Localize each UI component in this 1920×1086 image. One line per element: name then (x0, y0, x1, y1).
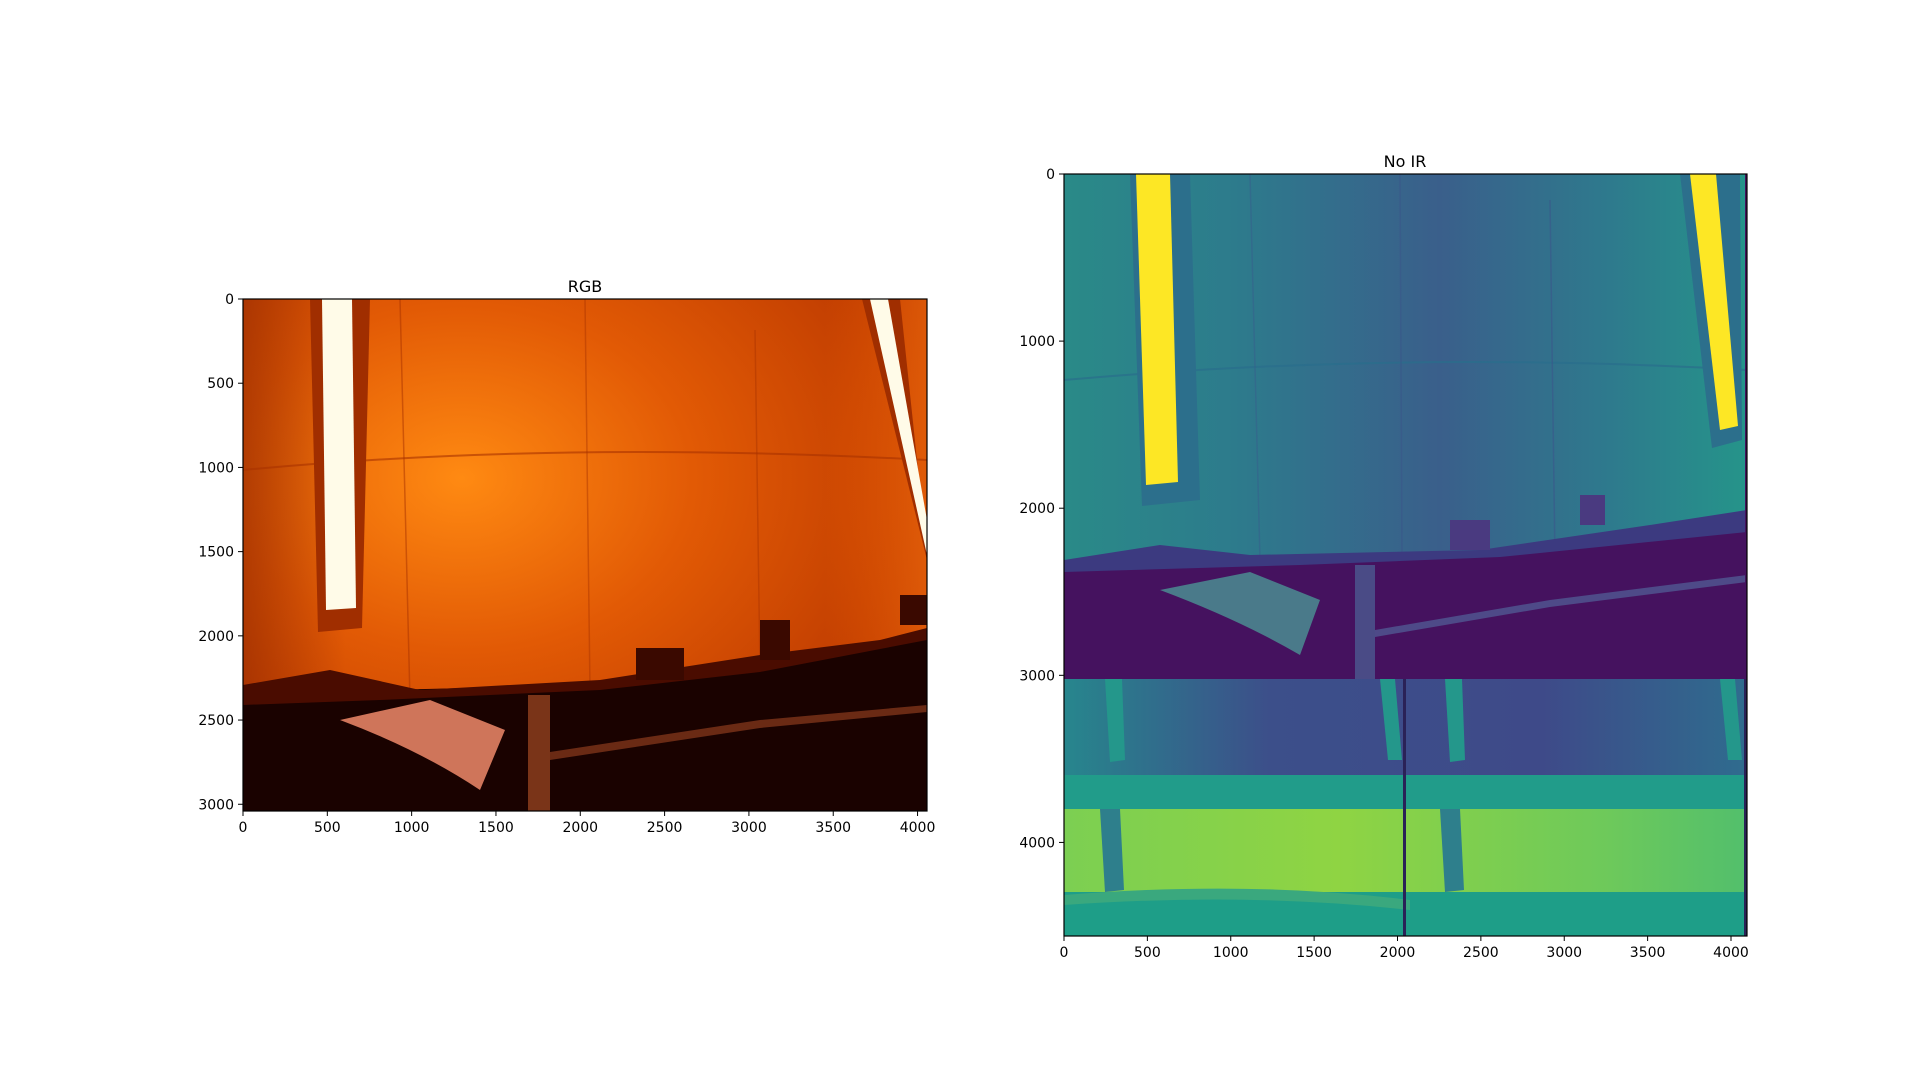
noir-y-tick-label: 3000 (1019, 668, 1055, 684)
noir-axes-frame (1063, 173, 1748, 937)
noir-panel: No IR (1019, 152, 1748, 961)
noir-y-tick-label: 2000 (1019, 501, 1055, 517)
noir-y-tick-label: 1000 (1019, 334, 1055, 350)
noir-x-tick-label: 4000 (1713, 945, 1749, 961)
rgb-y-tick-label: 1500 (198, 545, 234, 561)
noir-x-tick-label: 2000 (1380, 945, 1416, 961)
rgb-x-tick-label: 0 (239, 820, 248, 836)
noir-x-tick-label: 2500 (1463, 945, 1499, 961)
noir-x-axis: 0 500 1000 1500 2000 2500 3000 3500 4000 (1060, 936, 1749, 961)
rgb-image (243, 299, 927, 811)
noir-x-tick-label: 1500 (1296, 945, 1332, 961)
rgb-y-tick-label: 1000 (198, 460, 234, 476)
rgb-x-tick-label: 1500 (478, 820, 514, 836)
rgb-axes-frame (242, 298, 928, 812)
noir-x-tick-label: 1000 (1213, 945, 1249, 961)
rgb-x-tick-label: 4000 (900, 820, 936, 836)
noir-x-tick-label: 500 (1134, 945, 1161, 961)
noir-y-tick-label: 4000 (1019, 835, 1055, 851)
rgb-x-axis: 0 500 1000 1500 2000 2500 3000 3500 4000 (239, 811, 936, 836)
rgb-y-axis: 0 500 1000 1500 2000 2500 3000 (198, 292, 243, 813)
rgb-x-tick-label: 3000 (731, 820, 767, 836)
rgb-y-tick-label: 3000 (198, 797, 234, 813)
rgb-x-tick-label: 2000 (562, 820, 598, 836)
rgb-y-tick-label: 2000 (198, 629, 234, 645)
rgb-title: RGB (568, 277, 603, 296)
noir-x-tick-label: 0 (1060, 945, 1069, 961)
noir-x-tick-label: 3500 (1630, 945, 1666, 961)
noir-title: No IR (1384, 152, 1427, 171)
rgb-y-tick-label: 500 (207, 376, 234, 392)
rgb-panel: RGB (198, 277, 935, 836)
noir-image (1064, 174, 1747, 936)
rgb-y-tick-label: 2500 (198, 713, 234, 729)
noir-x-tick-label: 3000 (1546, 945, 1582, 961)
noir-y-axis: 0 1000 2000 3000 4000 (1019, 167, 1064, 851)
rgb-y-tick-label: 0 (225, 292, 234, 308)
noir-y-tick-label: 0 (1046, 167, 1055, 183)
rgb-x-tick-label: 500 (314, 820, 341, 836)
rgb-x-tick-label: 1000 (394, 820, 430, 836)
rgb-x-tick-label: 3500 (815, 820, 851, 836)
rgb-x-tick-label: 2500 (647, 820, 683, 836)
